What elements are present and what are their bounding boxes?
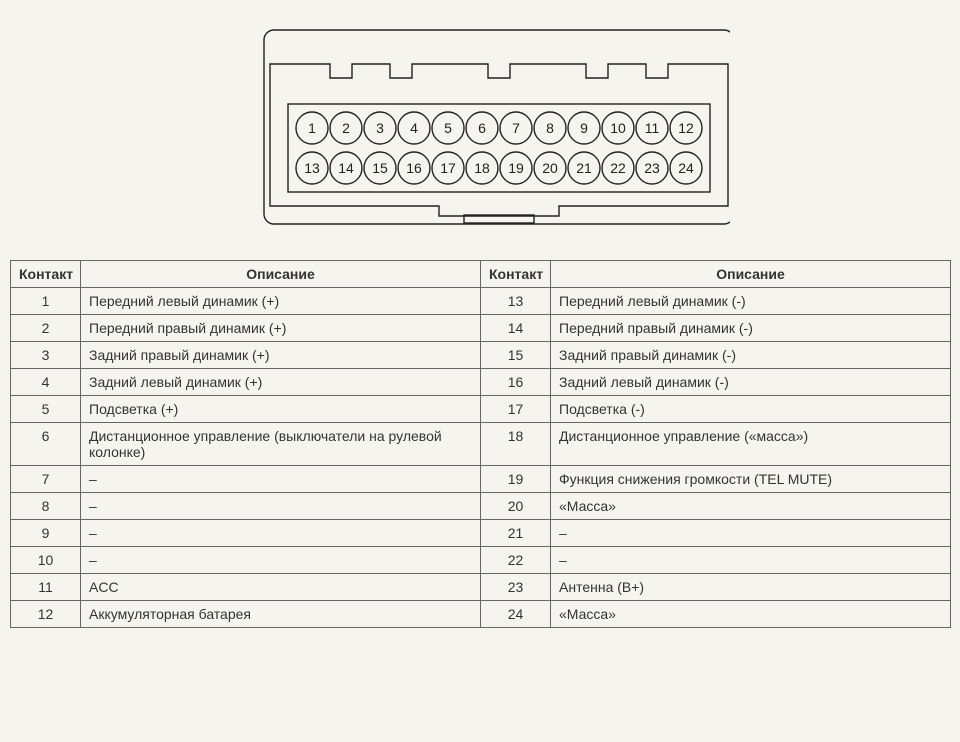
desc-right: Подсветка (-) [551,396,951,423]
header-contact-1: Контакт [11,261,81,288]
pin-right: 20 [481,493,551,520]
pin-right: 24 [481,601,551,628]
pin-number: 1 [308,120,316,136]
pin-number: 17 [440,160,456,176]
pin-number: 24 [678,160,694,176]
pin-number: 19 [508,160,524,176]
pin-number: 23 [644,160,660,176]
pin-left: 9 [11,520,81,547]
pin-number: 8 [546,120,554,136]
pin-number: 14 [338,160,354,176]
table-header-row: Контакт Описание Контакт Описание [11,261,951,288]
table-row: 9–21– [11,520,951,547]
pin-number: 7 [512,120,520,136]
desc-right: Задний левый динамик (-) [551,369,951,396]
header-description-1: Описание [81,261,481,288]
pin-left: 2 [11,315,81,342]
desc-right: Передний правый динамик (-) [551,315,951,342]
pin-right: 19 [481,466,551,493]
pin-number: 12 [678,120,694,136]
pin-right: 14 [481,315,551,342]
pin-number: 16 [406,160,422,176]
pin-number: 2 [342,120,350,136]
desc-left: ACC [81,574,481,601]
pin-number: 6 [478,120,486,136]
pin-right: 13 [481,288,551,315]
desc-right: – [551,520,951,547]
connector-diagram: 123456789101112131415161718192021222324 [230,10,730,230]
pin-right: 18 [481,423,551,466]
table-row: 1Передний левый динамик (+)13Передний ле… [11,288,951,315]
pin-right: 16 [481,369,551,396]
header-contact-2: Контакт [481,261,551,288]
desc-left: Передний левый динамик (+) [81,288,481,315]
pin-number: 10 [610,120,626,136]
desc-left: – [81,466,481,493]
table-row: 7–19Функция снижения громкости (TEL MUTE… [11,466,951,493]
pin-left: 1 [11,288,81,315]
desc-right: Функция снижения громкости (TEL MUTE) [551,466,951,493]
pin-number: 18 [474,160,490,176]
pin-number: 20 [542,160,558,176]
pin-number: 21 [576,160,592,176]
desc-left: – [81,520,481,547]
desc-left: Дистанционное управление (выключатели на… [81,423,481,466]
desc-left: – [81,547,481,574]
pin-right: 15 [481,342,551,369]
pin-right: 21 [481,520,551,547]
table-row: 12Аккумуляторная батарея24«Масса» [11,601,951,628]
desc-right: «Масса» [551,493,951,520]
pin-left: 7 [11,466,81,493]
desc-left: Задний правый динамик (+) [81,342,481,369]
pin-left: 12 [11,601,81,628]
desc-right: – [551,547,951,574]
pin-right: 23 [481,574,551,601]
table-row: 10–22– [11,547,951,574]
table-row: 5Подсветка (+)17Подсветка (-) [11,396,951,423]
desc-left: Передний правый динамик (+) [81,315,481,342]
pin-left: 8 [11,493,81,520]
table-row: 2Передний правый динамик (+)14Передний п… [11,315,951,342]
desc-right: Дистанционное управление («масса») [551,423,951,466]
desc-left: Подсветка (+) [81,396,481,423]
desc-left: Задний левый динамик (+) [81,369,481,396]
pin-left: 6 [11,423,81,466]
table-row: 8–20«Масса» [11,493,951,520]
pin-number: 3 [376,120,384,136]
pinout-table: Контакт Описание Контакт Описание 1Перед… [10,260,951,628]
desc-right: Задний правый динамик (-) [551,342,951,369]
pin-left: 3 [11,342,81,369]
table-row: 6Дистанционное управление (выключатели н… [11,423,951,466]
pin-right: 22 [481,547,551,574]
table-row: 4Задний левый динамик (+)16Задний левый … [11,369,951,396]
desc-left: Аккумуляторная батарея [81,601,481,628]
table-row: 3Задний правый динамик (+)15Задний правы… [11,342,951,369]
pin-number: 9 [580,120,588,136]
desc-right: Передний левый динамик (-) [551,288,951,315]
connector-diagram-container: 123456789101112131415161718192021222324 [10,10,950,230]
pin-number: 11 [645,120,660,136]
pin-number: 22 [610,160,626,176]
pin-number: 13 [304,160,320,176]
pin-right: 17 [481,396,551,423]
pin-left: 4 [11,369,81,396]
header-description-2: Описание [551,261,951,288]
pin-number: 15 [372,160,388,176]
desc-right: «Масса» [551,601,951,628]
desc-left: – [81,493,481,520]
table-row: 11ACC23Антенна (B+) [11,574,951,601]
pin-left: 11 [11,574,81,601]
pin-number: 4 [410,120,418,136]
pin-left: 5 [11,396,81,423]
desc-right: Антенна (B+) [551,574,951,601]
pin-number: 5 [444,120,452,136]
pin-left: 10 [11,547,81,574]
